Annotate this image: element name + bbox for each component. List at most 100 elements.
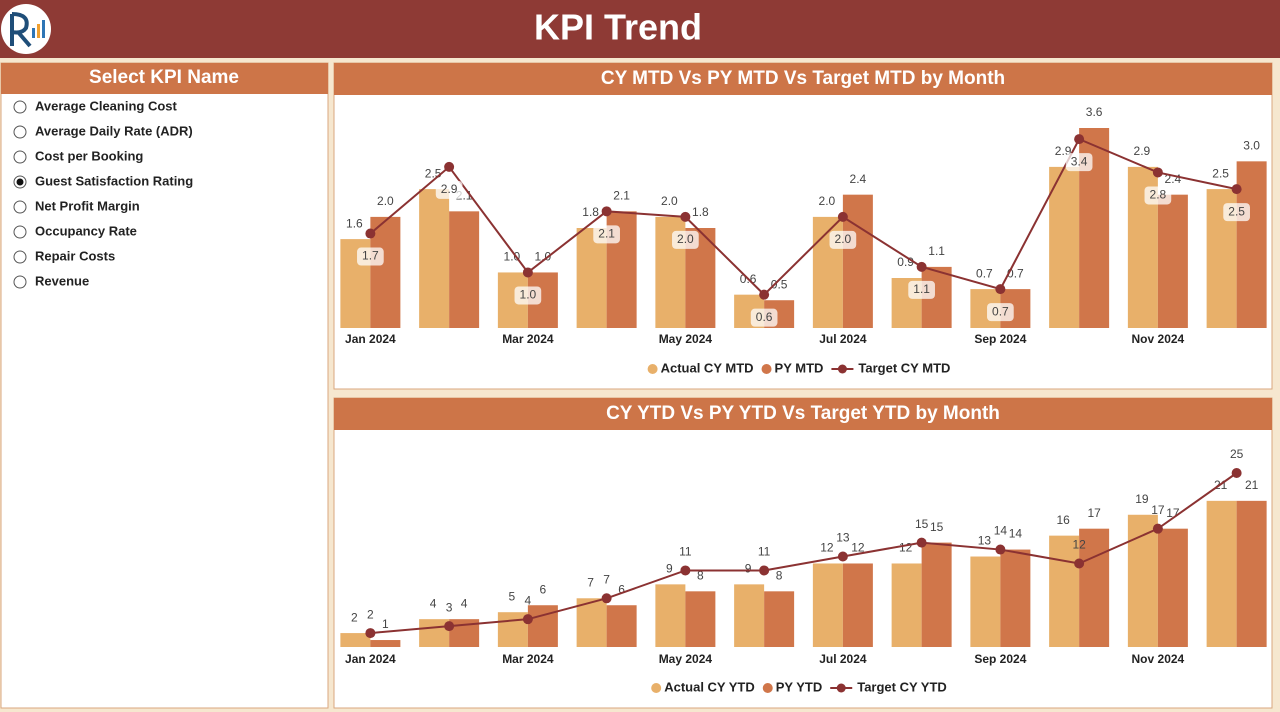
option-label[interactable]: Net Profit Margin [35,198,140,213]
option-label[interactable]: Average Cleaning Cost [35,98,178,113]
slicer-option[interactable]: Net Profit Margin [13,198,140,214]
data-label: 1.0 [504,250,521,264]
radio-button[interactable] [13,250,27,264]
legend-label: PY MTD [775,360,824,375]
data-label: 2 [351,610,358,624]
data-label: 2.9 [441,182,458,196]
option-label[interactable]: Guest Satisfaction Rating [35,173,193,188]
data-label: 2.0 [377,194,394,208]
target-marker [444,161,455,172]
label-box [593,225,620,244]
data-label: 3 [446,600,453,614]
bar [812,563,843,647]
bar [842,194,873,328]
bar [734,584,765,647]
data-label: 4 [461,596,468,610]
target-marker [1074,134,1085,145]
data-label: 14 [994,524,1008,538]
x-tick-label: Nov 2024 [1132,332,1185,346]
data-label: 2 [367,607,374,621]
x-tick-label: Sep 2024 [974,652,1026,666]
legend-swatch [651,683,662,693]
label-box [750,308,778,327]
bar [497,612,528,647]
bar [370,216,401,328]
legend-label: Actual CY YTD [664,679,755,694]
bar [340,633,371,647]
data-label: 6 [618,582,625,596]
data-label: 2.5 [1228,204,1245,218]
target-marker [522,267,533,278]
slicer-option[interactable]: Occupancy Rate [13,223,137,239]
slicer-option[interactable]: Repair Costs [13,248,115,264]
data-label: 14 [1009,527,1023,541]
label-box [908,280,935,299]
bar [1127,514,1158,647]
x-tick-label: Jan 2024 [345,332,396,346]
slicer-option[interactable]: Average Cleaning Cost [13,98,178,114]
data-label: 1.0 [535,250,552,264]
data-label: 3.4 [1071,154,1088,168]
label-box [1065,153,1093,172]
bar [891,563,922,647]
data-label: 7 [603,572,610,586]
label-box [987,303,1014,322]
target-marker [444,621,455,632]
data-label: 7 [587,575,594,589]
legend-label: Target CY MTD [858,360,950,375]
option-label[interactable]: Cost per Booking [35,148,143,163]
data-label: 1.0 [520,288,537,302]
header-bar [0,0,1280,58]
data-label: 6 [540,582,547,596]
slicer-option[interactable]: Guest Satisfaction Rating [13,173,193,189]
target-marker [916,261,927,272]
bar [1049,166,1080,328]
bar [449,211,480,328]
bar [1236,161,1267,328]
target-marker [916,537,927,548]
slicer-option[interactable]: Average Daily Rate (ADR) [13,123,193,139]
data-label: 3.0 [1243,139,1260,153]
legend-swatch [836,683,846,693]
data-label: 9 [666,562,673,576]
page-title: KPI Trend [534,7,702,48]
data-label: 12 [1072,538,1086,552]
data-label: 1.8 [582,205,599,219]
chart-title: CY YTD Vs PY YTD Vs Target YTD by Month [606,403,1000,424]
data-label: 9 [745,562,752,576]
radio-button[interactable] [13,125,27,139]
bar [1157,528,1188,647]
slicer-option[interactable]: Cost per Booking [13,148,143,164]
bar [370,640,401,647]
target-marker [1074,558,1085,569]
legend-label: PY YTD [776,679,822,694]
target-marker [1231,184,1242,195]
data-label: 0.7 [992,304,1009,318]
radio-dot [16,178,24,186]
radio-button[interactable] [13,150,27,164]
option-label[interactable]: Average Daily Rate (ADR) [35,123,193,138]
bar [921,542,952,647]
legend-swatch [837,364,847,374]
option-label[interactable]: Repair Costs [35,248,115,263]
x-tick-label: Jul 2024 [819,332,867,346]
option-label[interactable]: Revenue [35,273,89,288]
target-marker [680,565,691,576]
option-label[interactable]: Occupancy Rate [35,223,137,238]
data-label: 0.7 [976,266,993,280]
target-marker [365,228,376,239]
radio-button[interactable] [13,100,27,114]
slicer-option[interactable]: Revenue [13,273,89,289]
radio-button[interactable] [13,200,27,214]
bar [655,584,686,647]
bar [419,189,450,328]
target-line [370,472,1238,635]
radio-button[interactable] [13,275,27,289]
data-label: 16 [1056,513,1070,527]
data-label: 2.0 [819,194,836,208]
target-marker [995,284,1006,295]
legend: Actual CY YTD PY YTD Target CY YTD [651,679,947,694]
data-label: 2.5 [1212,166,1229,180]
radio-button[interactable] [13,225,27,239]
